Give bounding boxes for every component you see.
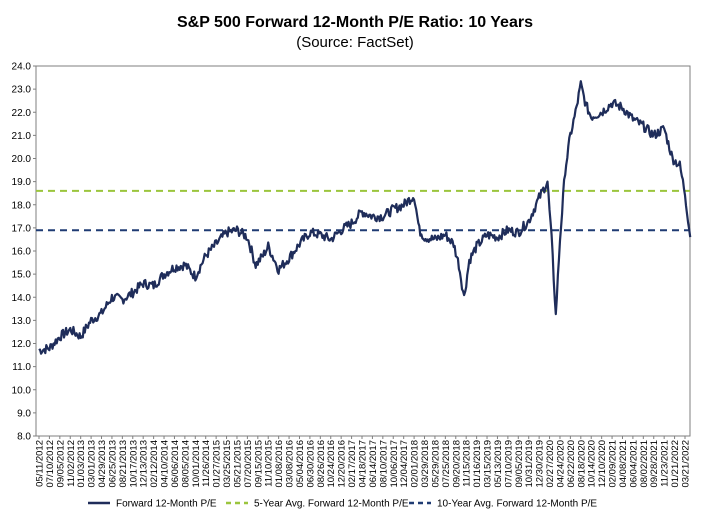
x-tick-label: 11/02/2012: [66, 440, 77, 487]
x-tick-label: 02/09/2021: [608, 440, 619, 488]
x-tick-label: 03/25/2015: [222, 440, 233, 488]
y-tick-label: 15.0: [12, 270, 32, 281]
x-tick-label: 09/20/2018: [451, 440, 462, 488]
x-tick-label: 02/12/2014: [149, 440, 160, 488]
x-tick-label: 08/10/2017: [378, 440, 389, 488]
x-tick-label: 06/06/2014: [170, 440, 181, 488]
x-tick-label: 12/10/2020: [597, 440, 608, 488]
chart-subtitle: (Source: FactSet): [296, 34, 414, 51]
x-tick-label: 01/08/2016: [274, 440, 285, 488]
x-tick-label: 08/02/2021: [639, 440, 650, 488]
x-tick-label: 01/03/2013: [76, 440, 87, 488]
x-tick-label: 11/15/2018: [462, 440, 473, 487]
x-tick-label: 09/28/2021: [649, 440, 660, 488]
y-tick-label: 11.0: [12, 362, 31, 373]
x-tick-label: 10/01/2014: [191, 440, 202, 488]
x-tick-label: 02/01/2018: [410, 440, 421, 488]
x-tick-label: 06/04/2021: [628, 440, 639, 488]
x-tick-label: 05/04/2016: [295, 440, 306, 488]
x-tick-label: 01/27/2015: [212, 440, 223, 488]
legend-label: 5-Year Avg. Forward 12-Month P/E: [254, 499, 409, 510]
x-tick-label: 04/10/2014: [160, 440, 171, 488]
x-tick-label: 01/16/2019: [472, 440, 483, 488]
x-tick-label: 06/14/2017: [368, 440, 379, 488]
x-tick-label: 10/06/2017: [389, 440, 400, 488]
x-tick-label: 03/01/2013: [87, 440, 98, 488]
y-tick-label: 17.0: [12, 223, 32, 234]
x-tick-label: 03/08/2016: [285, 440, 296, 488]
y-tick-label: 22.0: [12, 108, 32, 119]
y-tick-label: 20.0: [12, 154, 32, 165]
x-tick-label: 04/08/2021: [618, 440, 629, 488]
x-tick-label: 10/14/2020: [587, 440, 598, 488]
y-tick-label: 19.0: [12, 177, 32, 188]
x-tick-label: 02/27/2020: [545, 440, 556, 488]
x-tick-label: 12/04/2017: [399, 440, 410, 488]
x-tick-label: 04/18/2017: [358, 440, 369, 488]
x-tick-label: 09/15/2015: [253, 440, 264, 488]
y-tick-label: 18.0: [12, 200, 32, 211]
x-tick-label: 07/10/2019: [503, 440, 514, 488]
y-tick-label: 14.0: [12, 293, 32, 304]
x-tick-label: 05/13/2019: [493, 440, 504, 488]
x-tick-label: 07/25/2018: [441, 440, 452, 488]
x-tick-label: 08/21/2013: [118, 440, 129, 488]
x-tick-label: 10/17/2013: [128, 440, 139, 488]
y-tick-label: 23.0: [12, 85, 32, 96]
y-tick-label: 9.0: [17, 408, 31, 419]
x-tick-label: 12/20/2016: [337, 440, 348, 488]
x-tick-label: 05/29/2018: [430, 440, 441, 488]
x-tick-label: 07/10/2012: [45, 440, 56, 488]
chart-title: S&P 500 Forward 12-Month P/E Ratio: 10 Y…: [177, 14, 533, 31]
x-tick-label: 09/05/2012: [55, 440, 66, 488]
x-tick-label: 06/22/2020: [566, 440, 577, 488]
x-tick-label: 12/13/2013: [139, 440, 150, 488]
legend-label: 10-Year Avg. Forward 12-Month P/E: [437, 499, 597, 510]
y-tick-label: 24.0: [12, 62, 32, 73]
x-tick-label: 11/10/2015: [264, 440, 275, 487]
x-tick-label: 05/21/2015: [232, 440, 243, 488]
x-tick-label: 01/21/2022: [670, 440, 681, 488]
x-tick-label: 08/18/2020: [576, 440, 587, 488]
y-tick-label: 12.0: [12, 339, 32, 350]
x-tick-label: 04/29/2013: [97, 440, 108, 488]
x-tick-label: 10/31/2019: [524, 440, 535, 488]
x-tick-label: 06/30/2016: [305, 440, 316, 488]
legend-label: Forward 12-Month P/E: [116, 499, 217, 510]
x-tick-label: 08/05/2014: [180, 440, 191, 488]
y-tick-label: 16.0: [12, 247, 32, 258]
x-tick-label: 11/23/2021: [660, 440, 671, 487]
x-tick-label: 02/17/2017: [347, 440, 358, 488]
y-tick-label: 21.0: [12, 131, 32, 142]
x-tick-label: 03/15/2019: [483, 440, 494, 488]
y-tick-label: 13.0: [12, 316, 32, 327]
x-tick-label: 07/20/2015: [243, 440, 254, 488]
x-tick-label: 03/21/2022: [681, 440, 692, 488]
x-tick-label: 11/26/2014: [201, 440, 212, 487]
x-tick-label: 10/24/2016: [326, 440, 337, 488]
x-tick-label: 08/26/2016: [316, 440, 327, 488]
x-tick-label: 04/24/2020: [555, 440, 566, 488]
x-tick-label: 06/25/2013: [107, 440, 118, 488]
y-tick-label: 8.0: [17, 432, 31, 443]
y-tick-label: 10.0: [12, 385, 32, 396]
x-tick-label: 05/11/2012: [35, 440, 46, 487]
x-tick-label: 12/30/2019: [535, 440, 546, 488]
series-line: [38, 80, 692, 355]
x-tick-label: 03/29/2018: [420, 440, 431, 488]
plot-frame: [35, 65, 691, 437]
x-tick-label: 09/05/2019: [514, 440, 525, 488]
